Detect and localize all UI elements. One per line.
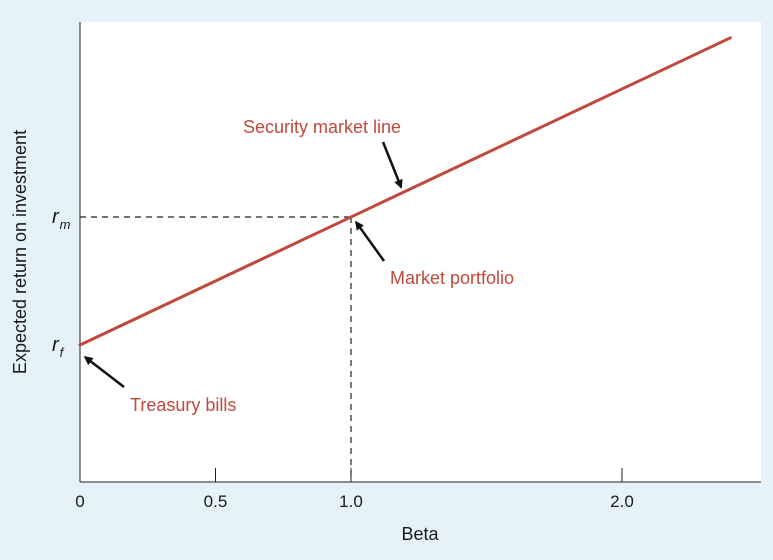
- y-tick-label-rm: rm: [52, 206, 71, 232]
- plot-area: [80, 22, 761, 482]
- x-ticks: 0 0.5 1.0 2.0: [75, 468, 634, 511]
- annotation-label-market: Market portfolio: [390, 268, 514, 288]
- y-tick-label-main: r: [52, 334, 60, 356]
- annotation-arrow-market: [354, 220, 386, 262]
- annotation-label-treasury: Treasury bills: [130, 395, 236, 415]
- y-tick-label-sub: m: [60, 217, 71, 232]
- annotations: Security market line Market portfolio Trea…: [83, 117, 514, 415]
- x-axis-title: Beta: [401, 524, 439, 544]
- x-tick-label: 2.0: [610, 492, 634, 511]
- x-tick-label: 0.5: [204, 492, 228, 511]
- series-group: [78, 36, 732, 347]
- y-axis-title: Expected return on investment: [10, 130, 30, 374]
- y-tick-label-rf: rf: [52, 334, 65, 360]
- guide-lines: [80, 216, 352, 482]
- x-tick-label: 0: [75, 492, 84, 511]
- x-tick-label: 1.0: [339, 492, 363, 511]
- annotation-arrow-treasury: [83, 356, 125, 388]
- annotation-arrow-sml: [381, 141, 403, 189]
- y-tick-label-sub: f: [60, 345, 65, 360]
- annotation-label-sml: Security market line: [243, 117, 401, 137]
- y-tick-label-main: r: [52, 206, 60, 228]
- security-market-line: [78, 36, 732, 347]
